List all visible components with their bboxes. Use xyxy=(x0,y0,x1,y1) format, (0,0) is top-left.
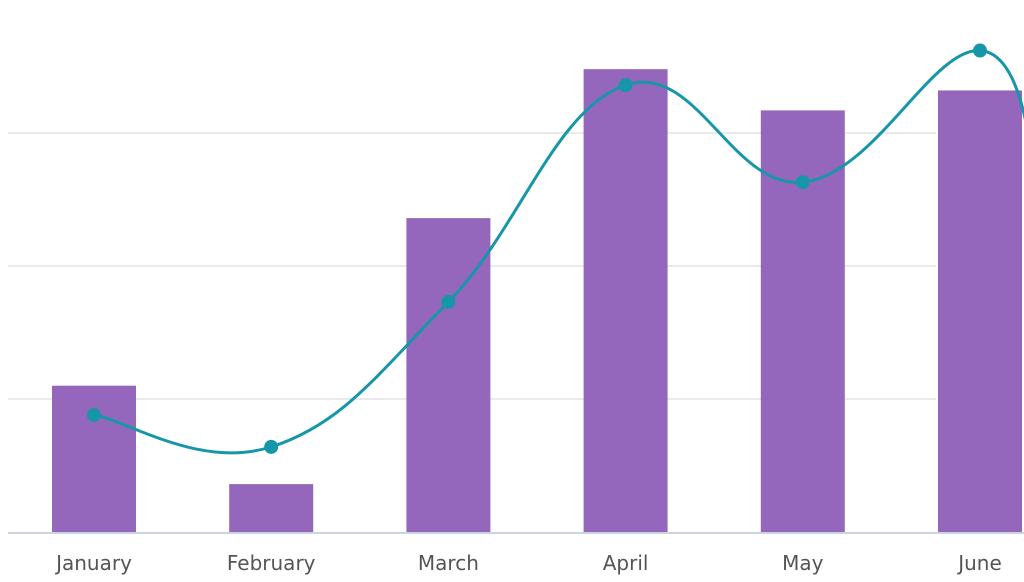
trend-line xyxy=(93,49,1024,455)
line-series xyxy=(93,49,1024,455)
x-tick-label-march: March xyxy=(418,551,479,575)
x-tick-label-january: January xyxy=(54,551,132,575)
line-point-january[interactable] xyxy=(87,407,101,422)
line-point-may[interactable] xyxy=(795,175,810,190)
x-tick-label-april: April xyxy=(603,551,649,575)
x-tick-label-february: February xyxy=(227,551,316,575)
bar-april[interactable] xyxy=(583,69,668,532)
line-point-march[interactable] xyxy=(441,294,456,309)
bar-february[interactable] xyxy=(229,484,314,532)
line-point-june[interactable] xyxy=(973,43,987,58)
bar-june[interactable] xyxy=(938,90,1022,532)
bar-january[interactable] xyxy=(52,385,136,532)
line-point-february[interactable] xyxy=(264,439,279,454)
x-tick-label-may: May xyxy=(782,551,824,575)
line-points xyxy=(87,43,987,454)
x-tick-labels: January February March April May June xyxy=(54,551,1002,575)
x-tick-label-june: June xyxy=(956,551,1002,575)
line-point-april[interactable] xyxy=(618,78,633,93)
